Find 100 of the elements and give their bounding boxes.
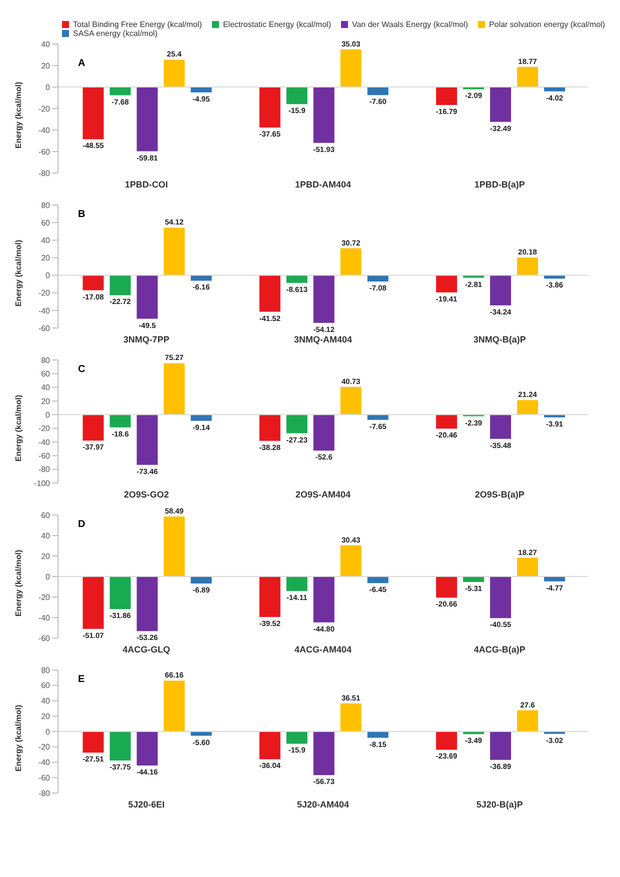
y-tick-label: 40: [41, 236, 51, 245]
annotation: D: [78, 519, 86, 530]
annotation: A: [78, 58, 86, 69]
x-tick-label: 5J20-6EI: [128, 799, 165, 810]
bar: [136, 732, 158, 766]
y-tick-label: -20: [38, 592, 51, 602]
bar: [436, 576, 458, 598]
y-tick-label: 60: [41, 510, 51, 520]
x-tick-label: 4ACG-AM404: [294, 644, 352, 654]
bar: [259, 576, 280, 618]
y-tick-label: 60: [41, 681, 51, 690]
bar: [136, 87, 158, 152]
bar: [82, 732, 104, 753]
bar: [340, 545, 362, 576]
y-tick-label: 20: [41, 254, 51, 263]
bar: [110, 275, 131, 296]
y-tick-label: 40: [41, 383, 51, 392]
y-tick-label: -40: [38, 306, 51, 316]
x-tick-label: 4ACG-GLQ: [122, 644, 170, 654]
y-tick-label: -60: [38, 634, 51, 643]
bar: [517, 710, 538, 732]
x-tick-label: 2O9S-AM404: [295, 489, 351, 500]
y-tick-label: 0: [46, 727, 51, 736]
bar: [517, 258, 538, 276]
bar: [82, 87, 104, 140]
bar: [110, 87, 131, 96]
y-tick-label: 0: [46, 271, 51, 280]
bar: [110, 576, 131, 610]
y-axis-title: Energy (kcal/mol): [14, 549, 23, 616]
x-tick-label: 3NMQ-AM404: [294, 334, 352, 344]
bar: [367, 87, 388, 96]
y-tick-label: -60: [38, 324, 51, 333]
bar: [436, 87, 458, 106]
bar: [82, 576, 104, 629]
bar: [463, 576, 484, 582]
bar: [136, 414, 158, 465]
bar: [544, 576, 566, 582]
bar: [313, 732, 334, 776]
bar: [490, 414, 512, 439]
y-tick-label: 0: [46, 572, 51, 582]
bar: [190, 414, 212, 421]
y-tick-label: -60: [38, 452, 51, 461]
bar: [110, 732, 131, 761]
x-tick-label: 4ACG-B(a)P: [474, 644, 526, 654]
bar: [259, 87, 280, 128]
y-axis-title: Energy (kcal/mol): [14, 81, 23, 148]
y-tick-label: 20: [41, 396, 51, 406]
y-tick-label: 0: [46, 410, 51, 420]
bar: [367, 732, 388, 738]
y-tick-label: -20: [38, 288, 51, 298]
bar: [286, 732, 308, 744]
bar: [286, 576, 308, 591]
bar: [517, 66, 538, 87]
bar: [517, 400, 538, 415]
y-axis-title: Energy (kcal/mol): [14, 394, 23, 462]
x-tick-label: 1PBD-AM404: [294, 179, 352, 190]
y-tick-label: 80: [41, 356, 51, 365]
y-tick-label: -40: [38, 438, 51, 447]
y-tick-label: -20: [38, 424, 51, 434]
y-tick-label: -80: [38, 168, 51, 178]
legend-label: Van der Waals Energy (kcal/mol): [352, 20, 468, 29]
bar: [490, 275, 512, 306]
bar: [517, 558, 538, 576]
annotation: B: [78, 209, 86, 220]
y-tick-label: 80: [41, 666, 51, 675]
bar: [164, 680, 185, 732]
bar: [259, 414, 280, 441]
bar: [259, 275, 280, 312]
bar: [436, 732, 458, 750]
bar: [340, 386, 362, 415]
x-tick-label: 2O9S-B(a)P: [474, 489, 524, 500]
y-tick-label: 40: [41, 531, 51, 540]
y-axis-title: Energy (kcal/mol): [14, 239, 23, 306]
y-tick-label: 40: [41, 40, 51, 49]
bar: [110, 414, 131, 428]
bar: [436, 414, 458, 429]
x-tick-label: 1PBD-B(a)P: [474, 179, 525, 190]
legend-label: Electrostatic Energy (kcal/mol): [222, 20, 331, 29]
bar: [367, 414, 388, 420]
y-tick-label: -60: [38, 773, 51, 782]
y-tick-label: -20: [38, 104, 51, 114]
bar: [313, 414, 334, 451]
bar: [136, 576, 158, 632]
bar: [82, 275, 104, 290]
bar: [313, 275, 334, 323]
bar: [340, 248, 362, 276]
y-tick-label: 80: [41, 200, 51, 210]
y-tick-label: -40: [38, 126, 51, 135]
x-tick-label: 5J20-AM404: [296, 799, 350, 810]
y-axis-title: Energy (kcal/mol): [14, 704, 23, 772]
y-tick-label: -100: [34, 478, 51, 488]
y-tick-label: 20: [41, 61, 51, 70]
bar: [313, 87, 334, 143]
bar: [190, 576, 212, 584]
annotation: C: [78, 364, 86, 375]
x-tick-label: 1PBD-COI: [124, 179, 168, 190]
bar: [490, 732, 512, 760]
legend-label: SASA energy (kcal/mol): [73, 29, 158, 38]
bar: [164, 228, 185, 276]
annotation: E: [78, 674, 85, 685]
